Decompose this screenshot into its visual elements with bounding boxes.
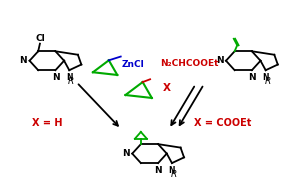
Text: N₂CHCOOEt: N₂CHCOOEt [160, 59, 218, 68]
Text: X = COOEt: X = COOEt [194, 118, 251, 128]
Text: N: N [169, 166, 175, 175]
Text: N: N [122, 149, 130, 158]
Text: N: N [66, 73, 73, 82]
Text: N: N [19, 56, 27, 65]
Text: Cl: Cl [35, 34, 45, 43]
Text: X = H: X = H [32, 118, 62, 128]
Text: X: X [163, 83, 171, 93]
Text: N: N [52, 74, 59, 82]
Text: N: N [154, 166, 162, 175]
Text: N: N [216, 56, 223, 65]
Text: N: N [263, 73, 269, 82]
Text: N: N [248, 74, 256, 82]
Text: R: R [170, 170, 177, 179]
Text: R: R [264, 77, 271, 86]
Text: ZnCl: ZnCl [121, 60, 144, 69]
Text: R: R [68, 77, 74, 86]
